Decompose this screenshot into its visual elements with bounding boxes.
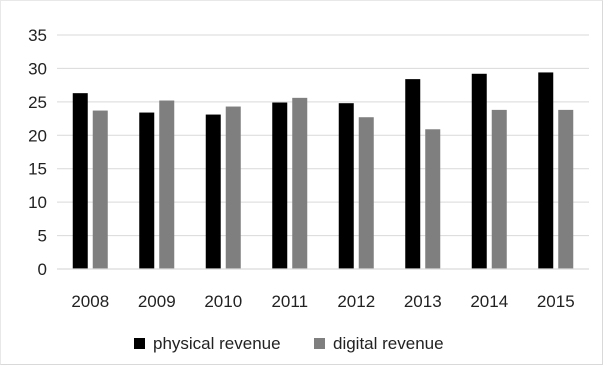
bar-physical-revenue-2014 <box>471 73 487 269</box>
x-tick-label: 2014 <box>470 292 508 311</box>
x-tick-label: 2015 <box>537 292 575 311</box>
y-tick-label: 20 <box>28 126 47 145</box>
bars <box>72 72 574 270</box>
y-tick-label: 5 <box>38 227 47 246</box>
x-tick-label: 2012 <box>337 292 375 311</box>
bar-digital-revenue-2012 <box>358 117 374 269</box>
gridlines <box>57 34 589 270</box>
legend-label-digital-revenue: digital revenue <box>333 334 444 353</box>
bar-digital-revenue-2011 <box>292 97 308 270</box>
x-tick-label: 2008 <box>71 292 109 311</box>
x-tick-label: 2010 <box>204 292 242 311</box>
bar-digital-revenue-2013 <box>425 129 441 269</box>
x-tick-label: 2013 <box>404 292 442 311</box>
x-tick-label: 2009 <box>138 292 176 311</box>
y-tick-label: 0 <box>38 260 47 279</box>
bar-physical-revenue-2011 <box>272 102 288 269</box>
legend-label-physical-revenue: physical revenue <box>153 334 281 353</box>
bar-physical-revenue-2010 <box>205 114 221 269</box>
legend-swatch-digital-revenue <box>314 338 325 349</box>
bar-physical-revenue-2009 <box>139 112 155 269</box>
legend: physical revenue digital revenue <box>134 334 444 353</box>
x-tick-label: 2011 <box>271 292 308 311</box>
bar-physical-revenue-2013 <box>405 79 421 269</box>
bar-digital-revenue-2015 <box>558 109 574 269</box>
bar-digital-revenue-2008 <box>92 110 108 269</box>
bar-digital-revenue-2010 <box>225 106 241 269</box>
legend-swatch-physical-revenue <box>134 338 145 349</box>
y-tick-label: 30 <box>28 59 47 78</box>
axes: 0 5 10 15 20 25 30 35 2008 2009 2010 2011 2012 2013 20… <box>28 26 589 311</box>
y-tick-label: 25 <box>28 93 47 112</box>
bar-digital-revenue-2009 <box>159 100 175 270</box>
bar-physical-revenue-2012 <box>338 103 354 270</box>
y-tick-label: 35 <box>28 26 47 45</box>
bar-digital-revenue-2014 <box>491 109 507 269</box>
bar-physical-revenue-2015 <box>538 72 554 269</box>
y-tick-label: 15 <box>28 160 47 179</box>
y-tick-label: 10 <box>28 193 47 212</box>
bar-physical-revenue-2008 <box>72 93 88 269</box>
